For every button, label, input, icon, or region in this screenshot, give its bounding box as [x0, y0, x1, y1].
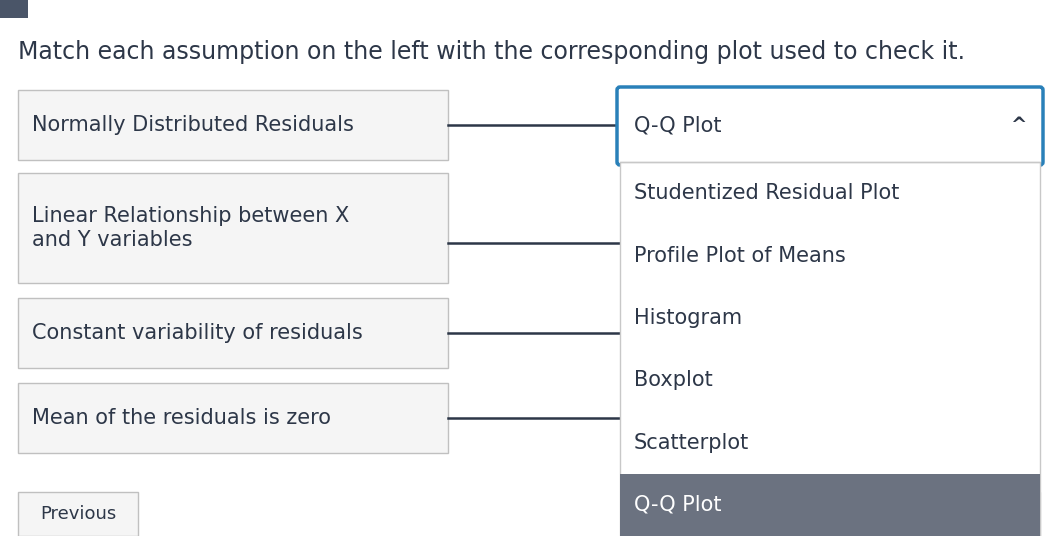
Bar [18, 173, 448, 283]
Bar [18, 90, 448, 160]
Bar [18, 492, 138, 536]
Text: Match each assumption on the left with the corresponding plot used to check it.: Match each assumption on the left with t… [18, 40, 965, 64]
Text: Mean of the residuals is zero: Mean of the residuals is zero [32, 408, 331, 428]
Text: Q-Q Plot: Q-Q Plot [634, 495, 721, 515]
FancyBboxPatch shape [617, 87, 1043, 165]
Bar [0, 0, 29, 18]
Bar [18, 383, 448, 453]
Text: Normally Distributed Residuals: Normally Distributed Residuals [32, 115, 354, 135]
Text: Next: Next [959, 505, 1001, 523]
Text: Profile Plot of Means: Profile Plot of Means [634, 245, 846, 265]
Text: Q-Q Plot: Q-Q Plot [634, 116, 721, 136]
Bar [620, 162, 1040, 536]
Text: ^: ^ [1010, 116, 1026, 136]
Bar [620, 474, 1040, 536]
Text: Previous: Previous [40, 505, 116, 523]
Text: Scatterplot: Scatterplot [634, 433, 750, 452]
Text: Linear Relationship between X
and Y variables: Linear Relationship between X and Y vari… [32, 206, 350, 250]
Text: Histogram: Histogram [634, 308, 742, 328]
Text: Constant variability of residuals: Constant variability of residuals [32, 323, 363, 343]
Text: Studentized Residual Plot: Studentized Residual Plot [634, 183, 900, 203]
Text: Boxplot: Boxplot [634, 370, 713, 390]
Bar [18, 298, 448, 368]
Bar [920, 492, 1040, 536]
